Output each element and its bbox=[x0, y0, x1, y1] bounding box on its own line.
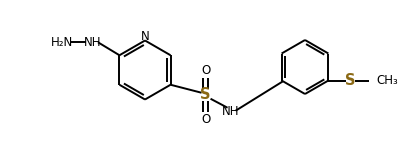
Text: CH₃: CH₃ bbox=[375, 74, 397, 87]
Text: S: S bbox=[200, 87, 210, 102]
Text: N: N bbox=[141, 30, 149, 42]
Text: O: O bbox=[200, 113, 210, 126]
Text: S: S bbox=[344, 73, 355, 88]
Text: O: O bbox=[200, 64, 210, 77]
Text: NH: NH bbox=[221, 105, 239, 118]
Text: H₂N: H₂N bbox=[51, 36, 73, 49]
Text: NH: NH bbox=[84, 36, 101, 49]
